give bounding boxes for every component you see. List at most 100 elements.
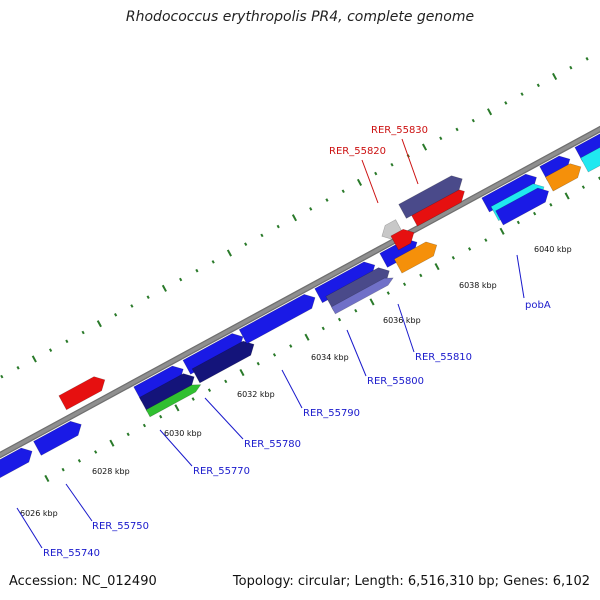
major-tick [31, 355, 37, 363]
minor-tick [146, 295, 150, 299]
kbp-tick-labels: 6026 kbp 6028 kbp 6030 kbp 6032 kbp 6034 kbp… [20, 245, 572, 518]
gene-label: RER_55810 [415, 352, 472, 363]
major-tick [239, 368, 245, 377]
tick-label: 6030 kbp [164, 429, 202, 438]
minor-tick [467, 247, 472, 251]
genome-title: Rhodococcus erythropolis PR4, complete g… [125, 9, 475, 25]
gene-label: RER_55770 [193, 466, 250, 477]
gene-label: RER_55800 [367, 376, 424, 387]
major-tick [174, 404, 180, 412]
minor-tick [439, 136, 443, 141]
major-tick [499, 227, 505, 235]
minor-tick [207, 388, 212, 392]
minor-tick [191, 397, 195, 401]
gene-arrow-red [390, 228, 415, 251]
minor-tick [484, 238, 488, 242]
major-tick [356, 178, 363, 186]
minor-tick [65, 339, 69, 344]
label-leader-line [346, 329, 367, 377]
major-tick [552, 72, 558, 81]
minor-tick [536, 83, 540, 88]
major-tick [226, 249, 232, 257]
minor-tick [61, 467, 65, 472]
major-tick [109, 439, 115, 447]
gene-label: RER_55780 [244, 439, 301, 450]
major-tick [291, 214, 298, 222]
major-tick [304, 333, 310, 341]
minor-tick [179, 277, 183, 282]
gene-arrow-blue [33, 420, 82, 456]
genome-summary: Topology: circular; Length: 6,516,310 bp… [232, 574, 590, 589]
gene-arrow-blue [238, 294, 316, 345]
backbone-line [0, 125, 600, 459]
gene-arrow-orange [393, 241, 438, 274]
minor-tick [309, 207, 313, 211]
minor-tick [256, 361, 260, 366]
minor-tick [276, 224, 280, 229]
minor-tick [533, 211, 537, 216]
minor-tick [289, 344, 293, 348]
label-leader-line [16, 507, 43, 549]
major-tick [369, 298, 375, 306]
minor-tick [402, 282, 407, 287]
major-tick [487, 108, 493, 116]
major-tick [421, 143, 428, 151]
minor-tick [455, 127, 459, 132]
minor-tick [374, 171, 378, 176]
minor-tick [516, 220, 520, 225]
minor-tick [130, 304, 134, 308]
minor-tick [325, 198, 329, 202]
gene-features [0, 133, 600, 479]
tick-label: 6040 kbp [534, 245, 572, 254]
minor-tick [390, 162, 394, 167]
minor-tick [114, 313, 118, 317]
minor-tick [126, 432, 130, 437]
label-leader-line [516, 254, 525, 299]
minor-tick [341, 189, 345, 194]
minor-tick [321, 326, 325, 331]
minor-tick [520, 92, 524, 96]
minor-tick [81, 330, 85, 335]
label-leader-line [65, 483, 93, 522]
minor-tick [471, 118, 475, 123]
label-leader-line [397, 303, 415, 353]
gene-arrow-blue [495, 187, 549, 226]
gene-arrow-cyan [580, 147, 600, 173]
gene-arrow-orange [545, 163, 582, 192]
gene-arrow-slate [398, 175, 463, 219]
label-leader-line [401, 138, 419, 185]
minor-tick [451, 255, 455, 260]
gene-label: RER_55790 [303, 408, 360, 419]
major-tick [96, 320, 102, 328]
major-tick [564, 192, 570, 200]
tick-label: 6034 kbp [311, 353, 349, 362]
inner-tick-ring [44, 176, 600, 483]
gene-arrow-blue [0, 447, 33, 479]
minor-tick [0, 374, 4, 379]
genome-backbone [0, 125, 600, 459]
outer-tick-ring [0, 57, 589, 379]
label-leader-line [361, 159, 379, 204]
minor-tick [354, 308, 358, 313]
minor-tick [195, 268, 199, 273]
minor-tick [549, 203, 553, 207]
tick-label: 6036 kbp [383, 316, 421, 325]
tick-label: 6026 kbp [20, 509, 58, 518]
gene-label: pobA [525, 300, 551, 311]
tick-label: 6032 kbp [237, 390, 275, 399]
label-leader-line [281, 369, 303, 409]
minor-tick [504, 101, 508, 105]
minor-tick [142, 423, 147, 428]
backbone-highlight [0, 127, 600, 457]
label-leader-line [159, 429, 193, 467]
minor-tick [224, 379, 228, 384]
tick-label: 6038 kbp [459, 281, 497, 290]
tick-label: 6028 kbp [92, 467, 130, 476]
minor-tick [77, 459, 81, 463]
minor-tick [211, 260, 215, 264]
minor-tick [386, 291, 390, 295]
accession-text: Accession: NC_012490 [9, 574, 157, 589]
minor-tick [581, 185, 585, 189]
gene-label: RER_55820 [329, 146, 386, 157]
minor-tick [159, 414, 163, 419]
